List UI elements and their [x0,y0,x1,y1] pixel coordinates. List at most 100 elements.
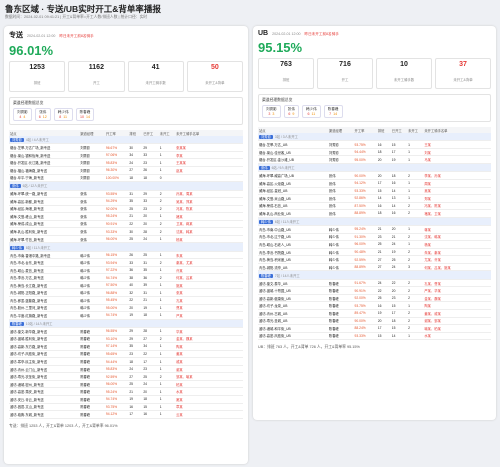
cell: 30 [128,227,143,236]
cell: 19 [128,311,143,320]
cell: 93.55% [104,190,129,199]
group-row: 陈春峰 7站 / 14人未开工 [258,270,491,280]
cell: 17 [376,179,391,188]
manager-name: 张伟 [39,110,47,114]
count: 14 [85,115,90,119]
cell: 93.75% [353,140,377,149]
group-row: 陈春峰 10站 / 14人未开工 [9,319,243,329]
cell: 陈春峰 [327,324,354,333]
cell: 16 [376,140,391,149]
cell: 94.29% [104,197,129,206]
station-row: 威海-高区-新都_新专送 张伟 94.29% 35 33 2 吴某、郑某 [9,197,243,206]
stats: 1253 排班 1162 开工 41 未开工骑手数 50 未开工&背单 [9,61,243,92]
cell: 烟台-开发区-长江路_新专送 [9,158,80,168]
stat-card: 37 未开工&背单 [435,58,491,89]
cell: 韩少伟 [79,266,105,275]
cell: 25 [390,255,408,264]
cell: 刘秀影 [327,140,354,149]
cell: 27 [142,335,159,344]
cell: 威海-乳山-商业街_UB [258,209,328,218]
manager-name: 张伟 [287,107,295,111]
cell: 18 [142,174,159,183]
station-row: 威海-文登-米山路_UB 张伟 92.86% 14 13 1 郑某 [258,194,491,203]
cell: 96.00% [104,380,129,389]
manager-counts: 8 11 [58,115,69,119]
cell: 陈春峰 [79,387,105,396]
cell: 100.00% [104,174,129,183]
summary-item: 陈春峰 7 14 [323,105,343,118]
cell: 陈春峰 [79,327,105,336]
cell: 15 [376,332,391,341]
cell: 23 [142,205,159,214]
cell: 17 [128,410,143,419]
cell: 尤某、许某 [423,255,491,264]
cell: 18 [376,148,391,157]
cell: 20 [142,212,159,221]
station-row: 青岛-市北-辽宁路_UB 韩少伟 91.30% 23 21 2 沈某、韩某 [258,233,491,242]
cell: 21 [376,225,391,234]
cell: 威海-环翠-统一路_新专送 [9,190,80,199]
station-row: 潍坊-潍城-十笏园_UB 陈春峰 90.91% 22 20 2 严某、华某 [258,286,491,295]
station-row: 威海-荣成-成山_新专送 张伟 90.91% 22 20 2 卫某、蒋某 [9,220,243,229]
cell: 19 [142,304,159,313]
count: 14 [333,112,338,116]
cell: 戚某 [175,357,243,366]
panel: UB 2024-02-01 12:00 昨日未开工前8名骑手 95.15% 763 排班 7… [253,26,496,420]
cell: 1 [158,365,176,374]
cell: 96.15% [104,251,129,260]
cell: 潍坊-高新-东方路_新专送 [9,342,80,351]
cell: 陈春峰 [327,332,354,341]
cell: 施某 [175,281,243,290]
group-name: 张伟 [259,166,270,171]
count: 4 [19,115,22,119]
cell: 2 [158,205,176,214]
station-row: 烟台-芝罘-万达_UB 刘秀影 93.75% 16 15 1 王某 [258,140,491,149]
station-row: 潍坊-奎文-新华路_新专送 陈春峰 96.55% 29 28 1 华某 [9,327,243,336]
manager-counts: 6 12 [39,115,47,119]
cell: 24 [376,279,391,288]
cell: 95.00% [353,155,377,165]
cell: 谢某 [175,365,243,374]
cell: 22 [128,296,143,305]
cell: 90.91% [104,220,129,229]
cell: 18 [128,174,143,183]
cell: 2 [158,258,176,267]
cell: 张伟 [79,227,105,236]
group-row: 刘秀影 3站 / 3人未开工 [258,133,491,142]
cell: 21 [128,387,143,396]
stat-card: 763 排班 [258,58,314,89]
cell: 1 [158,296,176,305]
cell: 2 [158,372,176,381]
cell: 19 [128,395,143,404]
station-row: 潍坊-昌邑-文山_新专送 陈春峰 93.75% 16 15 1 章某 [9,403,243,412]
cell: 青岛-崂山-麦岛_新专送 [9,266,80,275]
summary-item: 陈春峰 10 14 [75,108,95,121]
cell: 威海-文登-米山路_UB [258,194,328,203]
cell: 34 [142,342,159,351]
cell: 25 [142,251,159,260]
station-row: 潍坊-高新-东方路_新专送 陈春峰 97.14% 35 34 1 陶某 [9,342,243,351]
summary-item: 韩少伟 6 11 [301,105,321,118]
cell: 95.83% [104,365,129,374]
panel: 专送 2024-02-01 12:00 昨日未开工前8名骑手 96.01% 1253 排班… [4,26,248,464]
cell: 沈某、韩某 [175,227,243,236]
cell: 22 [376,286,391,295]
cell: 1 [158,266,176,275]
cell: 92.59% [104,372,129,381]
panel-meta: 2024-02-01 12:00 [272,32,301,36]
cell: 许某 [175,266,243,275]
group-meta: 10站 / 14人未开工 [25,321,53,326]
cell: 93.10% [104,335,129,344]
cell: 张伟 [79,212,105,221]
cell: 张伟 [79,205,105,214]
cell: 1 [158,143,176,152]
cell: 陈春峰 [79,403,105,412]
cell: 18 [142,395,159,404]
cell: 36 [142,273,159,282]
cell: 23 [376,233,391,242]
cell: 90.00% [353,317,377,326]
cell: 秦某、尤某 [175,258,243,267]
cell: 潍坊-高密-夷安_新专送 [9,387,80,396]
manager-counts: 10 14 [80,115,91,119]
cell: 24 [128,365,143,374]
